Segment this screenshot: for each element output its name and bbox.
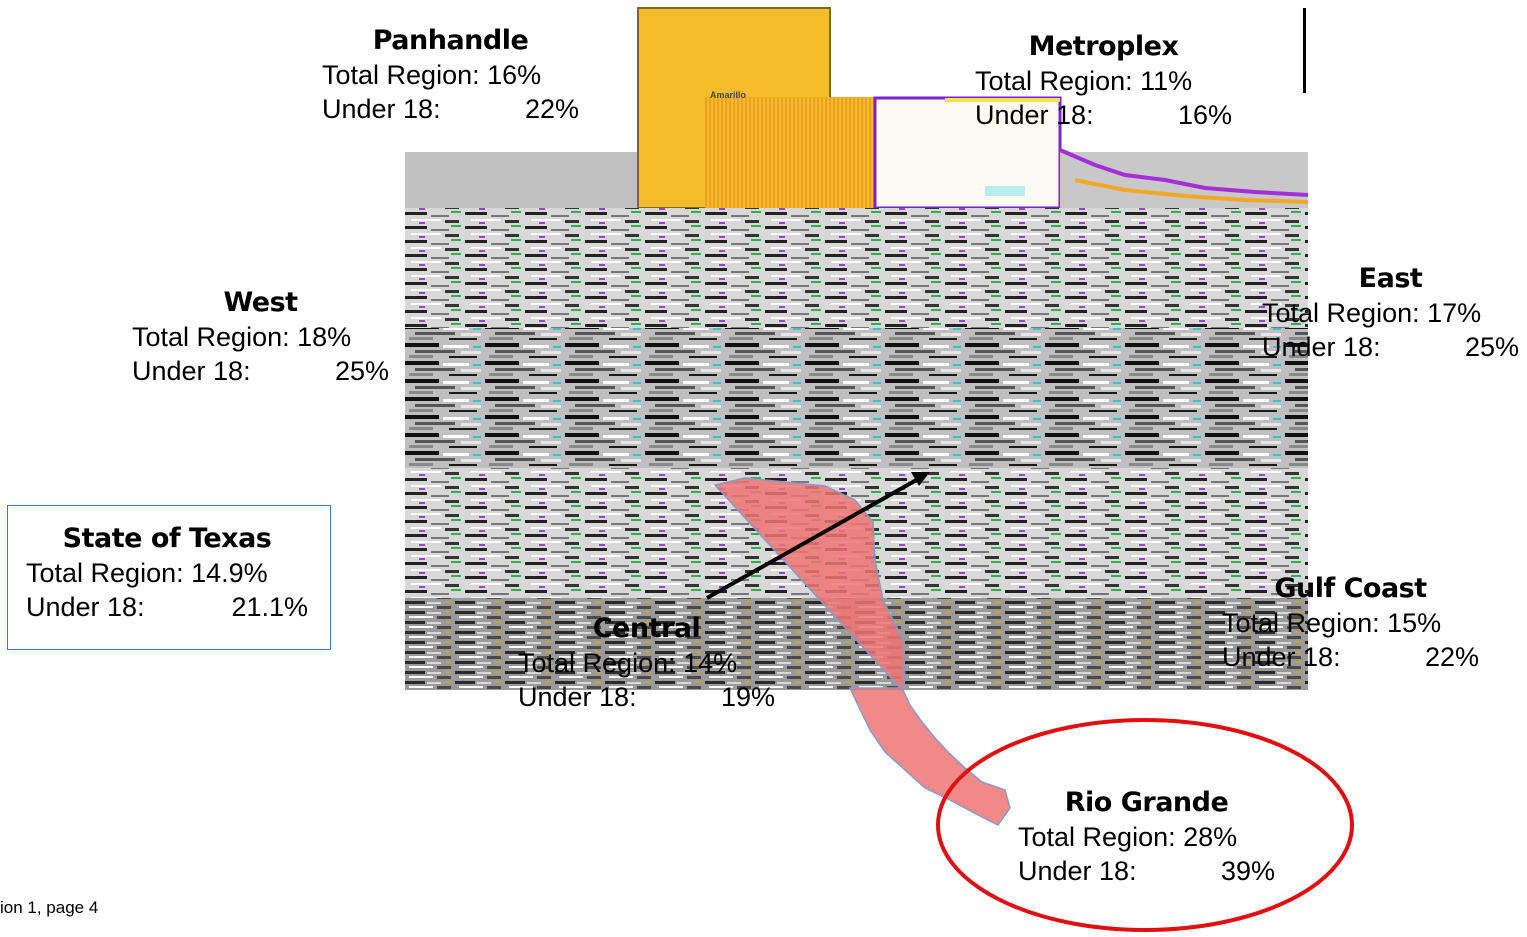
under-label: Under 18: (1222, 642, 1341, 672)
region-name: Central (592, 613, 701, 644)
region-label-central: Central Total Region: 14% Under 18: 19% (518, 612, 775, 714)
under-label: Under 18: (322, 94, 441, 124)
total-label: Total Region: (518, 648, 676, 678)
total-label: Total Region: (1262, 298, 1420, 328)
total-label: Total Region: (1018, 822, 1176, 852)
region-name: Rio Grande (1064, 787, 1229, 818)
region-name: Panhandle (372, 25, 529, 56)
region-label-rio-grande: Rio Grande Total Region: 28% Under 18: 39… (1018, 786, 1275, 888)
state-name: State of Texas (62, 523, 272, 554)
total-value: 11% (1140, 66, 1193, 96)
region-name: Gulf Coast (1274, 573, 1427, 604)
total-label: Total Region: (322, 60, 480, 90)
under-value: 16% (1177, 100, 1232, 130)
under-label: Under 18: (26, 592, 145, 622)
under-label: Under 18: (1262, 332, 1381, 362)
total-value: 14% (683, 648, 738, 678)
under-value: 21.1% (231, 592, 308, 622)
under-value: 25% (334, 356, 389, 386)
under-value: 22% (1424, 642, 1479, 672)
region-label-metroplex: Metroplex Total Region: 11% Under 18: 16% (975, 30, 1232, 132)
under-label: Under 18: (132, 356, 251, 386)
under-value: 19% (720, 682, 775, 712)
region-name: Metroplex (1028, 31, 1179, 62)
region-name: West (223, 287, 298, 318)
total-value: 16% (487, 60, 542, 90)
total-label: Total Region: (975, 66, 1133, 96)
total-value: 14.9% (191, 558, 268, 588)
under-value: 22% (524, 94, 579, 124)
total-value: 17% (1427, 298, 1482, 328)
region-label-east: East Total Region: 17% Under 18: 25% (1262, 262, 1519, 364)
under-label: Under 18: (975, 100, 1094, 130)
map-graphic (405, 7, 1309, 692)
under-label: Under 18: (1018, 856, 1137, 886)
footer-page-note: ion 1, page 4 (0, 898, 99, 917)
region-label-west: West Total Region: 18% Under 18: 25% (132, 286, 389, 388)
state-summary-box: State of Texas Total Region: 14.9% Under… (7, 505, 331, 650)
texas-regions-map: Amarillo (405, 0, 1309, 692)
region-label-gulf-coast: Gulf Coast Total Region: 15% Under 18: 22… (1222, 572, 1479, 674)
under-label: Under 18: (518, 682, 637, 712)
total-label: Total Region: (132, 322, 290, 352)
region-name: East (1358, 263, 1423, 294)
region-label-panhandle: Panhandle Total Region: 16% Under 18: 22% (322, 24, 579, 126)
state-summary: State of Texas Total Region: 14.9% Under… (26, 522, 308, 624)
total-value: 15% (1387, 608, 1442, 638)
total-label: Total Region: (1222, 608, 1380, 638)
rio-grande-highlight-ellipse (936, 718, 1354, 932)
total-value: 28% (1183, 822, 1238, 852)
total-value: 18% (297, 322, 352, 352)
total-label: Total Region: (26, 558, 184, 588)
city-label-amarillo: Amarillo (710, 90, 747, 100)
rio-grande-shape (848, 687, 1011, 826)
under-value: 39% (1220, 856, 1275, 886)
under-value: 25% (1464, 332, 1519, 362)
